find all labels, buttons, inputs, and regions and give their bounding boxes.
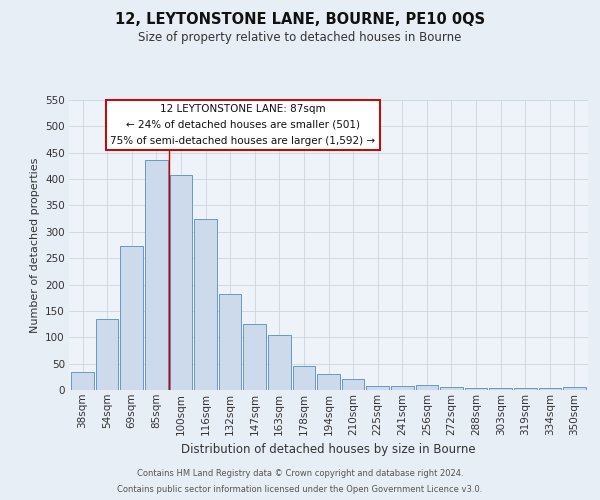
Text: Contains public sector information licensed under the Open Government Licence v3: Contains public sector information licen…	[118, 485, 482, 494]
Bar	[121, 246, 143, 390]
Bar	[440, 388, 463, 390]
Bar	[342, 379, 364, 390]
Bar	[244, 324, 266, 390]
Bar	[539, 388, 561, 390]
Bar	[563, 388, 586, 390]
Bar	[170, 176, 192, 390]
Bar	[219, 294, 241, 390]
Bar	[96, 319, 118, 390]
Bar	[514, 388, 536, 390]
Text: 12, LEYTONSTONE LANE, BOURNE, PE10 0QS: 12, LEYTONSTONE LANE, BOURNE, PE10 0QS	[115, 12, 485, 28]
Text: Size of property relative to detached houses in Bourne: Size of property relative to detached ho…	[139, 31, 461, 44]
Bar	[293, 366, 315, 390]
Bar	[416, 384, 438, 390]
X-axis label: Distribution of detached houses by size in Bourne: Distribution of detached houses by size …	[181, 443, 476, 456]
Bar	[490, 388, 512, 390]
Text: 12 LEYTONSTONE LANE: 87sqm
← 24% of detached houses are smaller (501)
75% of sem: 12 LEYTONSTONE LANE: 87sqm ← 24% of deta…	[110, 104, 376, 146]
Bar	[194, 218, 217, 390]
Bar	[391, 386, 413, 390]
Bar	[145, 160, 167, 390]
Bar	[317, 374, 340, 390]
Bar	[71, 372, 94, 390]
Text: Contains HM Land Registry data © Crown copyright and database right 2024.: Contains HM Land Registry data © Crown c…	[137, 468, 463, 477]
Bar	[367, 386, 389, 390]
Y-axis label: Number of detached properties: Number of detached properties	[29, 158, 40, 332]
Bar	[268, 335, 290, 390]
Bar	[465, 388, 487, 390]
